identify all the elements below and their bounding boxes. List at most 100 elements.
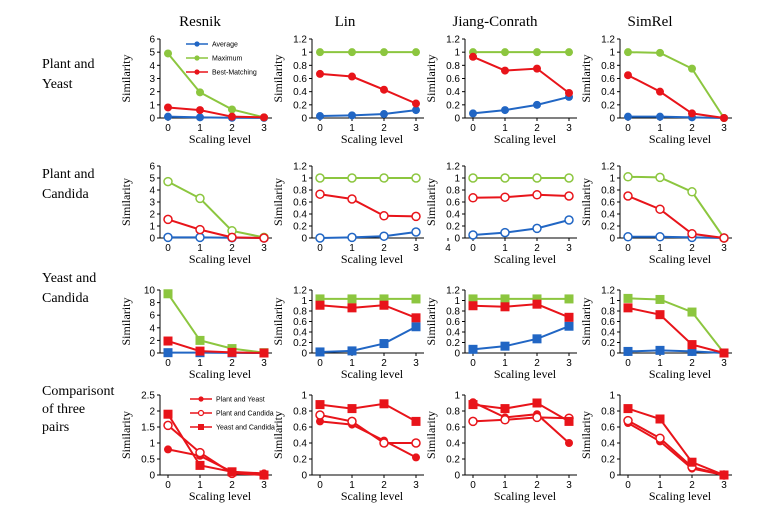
y-tick-label: 0 bbox=[454, 349, 460, 360]
y-axis-label: Similarity bbox=[579, 411, 593, 459]
data-point bbox=[687, 229, 697, 239]
series-line-plant-and-yeast bbox=[472, 401, 570, 444]
data-point bbox=[411, 227, 421, 237]
data-point bbox=[564, 191, 574, 201]
y-tick-label: 0.4 bbox=[601, 439, 615, 450]
y-tick-label: 0.6 bbox=[446, 74, 460, 85]
series-line-best-matching bbox=[167, 106, 265, 119]
y-tick-label: 1 bbox=[301, 48, 307, 59]
x-tick-label: 4 bbox=[445, 243, 451, 254]
data-point bbox=[623, 191, 633, 201]
x-tick-label: 2 bbox=[229, 123, 235, 134]
y-axis-label: Similarity bbox=[271, 178, 285, 226]
x-tick-label: 3 bbox=[261, 123, 267, 134]
data-point bbox=[316, 417, 324, 426]
y-tick-label: 0 bbox=[149, 349, 155, 360]
legend-entry: Best-Matching bbox=[212, 70, 257, 77]
x-tick-label: 1 bbox=[349, 243, 355, 254]
series-line-maximum bbox=[167, 180, 265, 239]
x-tick-label: 1 bbox=[197, 480, 203, 491]
data-point bbox=[315, 294, 325, 304]
row-title-3-1: of three bbox=[42, 402, 85, 417]
x-tick-label: 0 bbox=[165, 358, 171, 369]
data-point bbox=[500, 341, 510, 351]
x-tick-label: 0 bbox=[165, 480, 171, 491]
data-point bbox=[315, 189, 325, 199]
y-tick-label: 0.2 bbox=[446, 222, 460, 233]
y-tick-label: 0 bbox=[149, 471, 155, 482]
y-tick-label: 1 bbox=[609, 48, 615, 59]
y-tick-label: 0.4 bbox=[601, 210, 615, 221]
series-line-best-matching bbox=[167, 340, 265, 354]
y-tick-label: 0.6 bbox=[293, 317, 307, 328]
data-point bbox=[500, 404, 510, 414]
y-tick-label: 0 bbox=[454, 114, 460, 125]
y-tick-label: 1 bbox=[609, 174, 615, 185]
y-tick-label: 0 bbox=[301, 234, 307, 245]
data-point bbox=[655, 232, 665, 242]
data-point bbox=[532, 223, 542, 234]
y-tick-label: 1 bbox=[609, 296, 615, 307]
data-point bbox=[163, 289, 173, 299]
data-point bbox=[655, 204, 665, 214]
series-line-yeast-and-candida bbox=[472, 401, 570, 423]
data-point bbox=[623, 346, 633, 356]
y-tick-label: 0.6 bbox=[601, 423, 615, 434]
y-tick-label: 10 bbox=[144, 286, 156, 297]
x-axis-label: Scaling level bbox=[649, 367, 712, 381]
y-tick-label: 0.6 bbox=[601, 198, 615, 209]
y-tick-label: 8 bbox=[149, 298, 155, 309]
y-axis-label: Similarity bbox=[579, 55, 593, 103]
x-tick-label: 0 bbox=[165, 123, 171, 134]
y-tick-label: 1.2 bbox=[446, 162, 460, 173]
x-tick-label: 0 bbox=[625, 243, 631, 254]
legend-entry: Plant and Candida bbox=[216, 411, 274, 418]
y-tick-label: 1.2 bbox=[446, 286, 460, 297]
data-point bbox=[379, 300, 389, 310]
data-point bbox=[316, 69, 324, 78]
column-title-3: SimRel bbox=[627, 14, 672, 30]
y-tick-label: 0.8 bbox=[601, 186, 615, 197]
y-tick-label: 6 bbox=[149, 162, 155, 173]
x-tick-label: 0 bbox=[470, 358, 476, 369]
series-line-best-matching bbox=[472, 193, 570, 199]
data-point bbox=[315, 347, 325, 357]
data-point bbox=[411, 313, 421, 323]
x-tick-label: 3 bbox=[721, 358, 727, 369]
y-tick-label: 1 bbox=[149, 222, 155, 233]
data-point bbox=[532, 294, 542, 304]
x-axis-label: Scaling level bbox=[341, 252, 404, 266]
data-point bbox=[623, 415, 633, 426]
data-point bbox=[164, 103, 172, 112]
data-point bbox=[564, 173, 574, 183]
data-point bbox=[379, 231, 389, 241]
y-tick-label: 0 bbox=[609, 349, 615, 360]
y-tick-label: 0.4 bbox=[446, 87, 460, 98]
data-point bbox=[347, 346, 357, 356]
data-point bbox=[532, 299, 542, 309]
row-title-1-0: Plant and bbox=[42, 167, 95, 182]
legend: Average Maximum Best-Matching bbox=[186, 41, 257, 77]
y-tick-label: 0 bbox=[454, 234, 460, 245]
legend-entry: Yeast and Candida bbox=[216, 425, 275, 432]
y-tick-label: 0.8 bbox=[446, 407, 460, 418]
data-point bbox=[687, 340, 697, 350]
y-tick-label: 0.5 bbox=[141, 455, 155, 466]
y-tick-label: 0.6 bbox=[446, 317, 460, 328]
series-line-plant-and-yeast bbox=[167, 448, 265, 475]
series-line-best-matching bbox=[627, 195, 725, 239]
data-point bbox=[195, 193, 205, 204]
y-tick-label: 0.8 bbox=[601, 61, 615, 72]
x-axis-label: Scaling level bbox=[341, 489, 404, 503]
x-tick-label: 0 bbox=[317, 123, 323, 134]
chart-panel-0-0: 0 1 2 3 4 5 6 0 1 2 3 Scaling level Similarity Averag… bbox=[119, 35, 272, 146]
y-tick-label: 1.2 bbox=[293, 286, 307, 297]
series-line-plant-and-candida bbox=[627, 419, 725, 476]
y-tick-label: 0.2 bbox=[601, 455, 615, 466]
x-tick-label: 1 bbox=[197, 358, 203, 369]
data-point bbox=[468, 294, 478, 304]
data-point bbox=[623, 232, 633, 242]
x-tick-label: 0 bbox=[165, 243, 171, 254]
data-point bbox=[501, 106, 509, 115]
